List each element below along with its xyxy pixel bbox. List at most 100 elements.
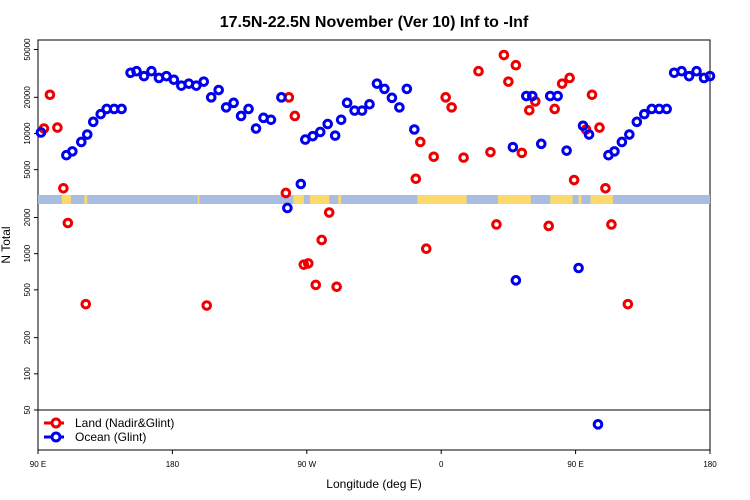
y-tick-label: 5000 [23, 160, 32, 178]
land-point [458, 152, 469, 163]
ocean-point [552, 90, 563, 102]
land-point [446, 102, 457, 113]
y-axis-label: N Total [0, 226, 13, 263]
ocean-point [386, 92, 398, 104]
land-point [586, 89, 598, 101]
ocean-point [35, 127, 47, 138]
land-point [510, 59, 522, 71]
land-point [564, 72, 575, 84]
ocean-point [526, 90, 538, 102]
plot-frame [37, 39, 711, 451]
ocean-point [704, 70, 716, 82]
y-tick-label: 10000 [23, 122, 32, 145]
ocean-point [265, 114, 277, 126]
data-points [35, 49, 716, 430]
ocean-point [624, 129, 635, 140]
ocean-point [409, 124, 420, 135]
land-point [62, 217, 74, 229]
legend-ocean-label: Ocean (Glint) [75, 430, 146, 444]
y-tick-label: 100 [23, 367, 32, 381]
ocean-point [510, 275, 522, 286]
chart-title: 17.5N-22.5N November (Ver 10) Inf to -In… [220, 14, 529, 31]
y-tick-label: 20000 [23, 86, 32, 109]
ocean-point [335, 114, 347, 126]
ocean-point [205, 92, 217, 103]
legend-item-land: Land (Nadir&Glint) [44, 416, 174, 430]
ocean-point [356, 105, 368, 116]
ocean-point [67, 146, 78, 157]
ocean-point [228, 97, 239, 109]
land-point [524, 104, 535, 116]
ocean-band [38, 195, 710, 204]
land-point [331, 281, 342, 293]
land-point [516, 147, 528, 159]
legend: Land (Nadir&Glint) Ocean (Glint) [44, 416, 174, 444]
ocean-point [364, 99, 375, 110]
ocean-point [683, 70, 695, 82]
land-point [414, 136, 426, 148]
ocean-point [220, 102, 232, 113]
y-tick-label: 500 [23, 283, 32, 297]
land-point [58, 182, 69, 194]
land-point [600, 182, 611, 194]
land-point [543, 220, 555, 232]
land-point [80, 298, 92, 310]
land-segment [550, 195, 573, 204]
ocean-point [190, 80, 202, 91]
land-segment [309, 195, 330, 204]
y-tick-label: 200 [23, 330, 32, 344]
ocean-point [81, 129, 93, 140]
land-point [310, 279, 322, 291]
ocean-point [76, 136, 87, 148]
x-tick-label: 180 [166, 460, 180, 469]
ocean-point [250, 123, 262, 134]
ocean-point [341, 97, 353, 109]
land-segment [590, 195, 613, 204]
x-tick-label: 90 E [30, 460, 46, 469]
y-tick-label: 50 [23, 405, 32, 414]
land-point [52, 122, 63, 133]
ocean-point [561, 145, 572, 156]
y-tick-label: 2000 [23, 208, 32, 226]
ocean-point [401, 83, 413, 95]
ocean-point [394, 102, 405, 113]
land-segment [338, 195, 342, 204]
legend-ocean-marker [50, 431, 62, 443]
land-segment [417, 195, 467, 204]
land-point [280, 187, 292, 199]
landmask-strip [38, 195, 710, 204]
ocean-point [282, 202, 293, 214]
y-tick-label: 50000 [23, 38, 32, 61]
x-tick-label: 90 W [297, 460, 316, 469]
land-point [289, 110, 301, 122]
land-point [302, 258, 314, 269]
land-point [323, 207, 335, 218]
y-axis: 50 100 200 500 1000 2000 5000 10000 20000 50000 [23, 38, 38, 414]
x-axis-label: Longitude (deg E) [326, 477, 421, 491]
legend-land-marker [50, 417, 62, 429]
y-tick-label: 1000 [23, 244, 32, 262]
ocean-point [616, 136, 628, 148]
land-point [44, 89, 56, 101]
ocean-point [307, 130, 319, 142]
ocean-point [573, 262, 584, 274]
land-point [201, 300, 213, 311]
land-point [420, 243, 432, 254]
ocean-point [322, 118, 334, 130]
land-point [485, 146, 496, 158]
ocean-point [168, 74, 180, 86]
ocean-point [577, 120, 589, 132]
ocean-point [631, 116, 643, 128]
land-point [594, 122, 605, 133]
ocean-point [691, 65, 702, 77]
land-point [491, 219, 502, 230]
ocean-point [116, 103, 127, 115]
ocean-point [243, 103, 254, 115]
ocean-point [276, 92, 287, 103]
x-tick-label: 0 [439, 460, 444, 469]
land-point [440, 92, 451, 103]
land-point [503, 76, 514, 87]
ocean-point [379, 83, 390, 95]
land-point [556, 78, 568, 89]
